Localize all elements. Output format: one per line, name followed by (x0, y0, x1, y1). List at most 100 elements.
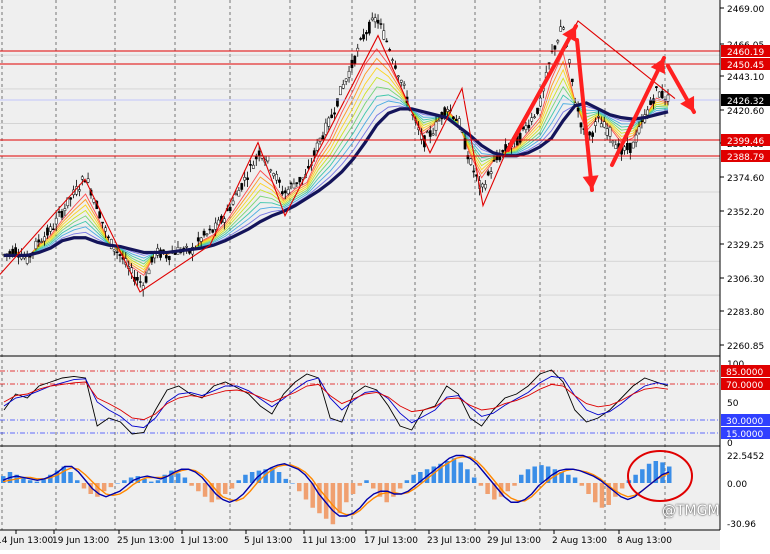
candle-body (295, 182, 299, 185)
candle-body (556, 40, 560, 43)
stoch-tick-label: 50 (727, 399, 739, 409)
candle-body (214, 222, 218, 230)
macd-histogram-bar (397, 483, 403, 489)
candle-body (539, 97, 542, 107)
y-tick-label: 2420.60 (727, 107, 764, 117)
y-tick-label: 2469.00 (727, 5, 764, 15)
macd-histogram-bar (169, 470, 174, 483)
macd-histogram-bar (606, 483, 611, 506)
stoch-level-tag (721, 378, 770, 390)
candle-body (530, 117, 534, 122)
candle-body (165, 255, 168, 259)
candle-body (466, 155, 470, 160)
macd-histogram-bar (149, 481, 154, 483)
macd-histogram-bar (142, 478, 147, 483)
candle-body (286, 189, 290, 195)
candle-body (623, 146, 626, 151)
candle-body (54, 217, 58, 225)
candle-body (359, 38, 362, 40)
candle-body (205, 233, 209, 236)
candle-body (434, 121, 438, 131)
candle-body (536, 107, 539, 114)
macd-histogram-bar (270, 467, 275, 483)
price-level-tag (721, 150, 770, 162)
macd-histogram-bar (445, 460, 450, 483)
x-tick-label: 23 Jul 13:00 (427, 536, 481, 546)
macd-histogram-bar (196, 483, 201, 492)
macd-histogram-bar (263, 469, 268, 483)
candle-body (655, 86, 658, 89)
macd-histogram-bar (539, 465, 544, 483)
candle-body (118, 254, 122, 256)
macd-histogram-bar (613, 483, 618, 497)
candle-body (483, 184, 487, 189)
macd-histogram-bar (485, 483, 490, 495)
macd-histogram-bar (276, 471, 282, 483)
stoch-level-tag (721, 427, 770, 439)
candle-body (46, 227, 49, 236)
candle-body (63, 208, 67, 212)
candle-body (504, 144, 507, 151)
candle-body (211, 229, 215, 233)
candle-body (591, 132, 594, 137)
candle-body (324, 122, 328, 135)
candle-body (51, 228, 55, 231)
macd-histogram-bar (512, 483, 517, 486)
stoch-line (3, 375, 669, 429)
macd-tick-label: -30.96 (727, 520, 756, 530)
stoch-level-tag (721, 414, 770, 426)
candle-body (472, 170, 476, 173)
macd-histogram-bar (357, 483, 363, 486)
candle-body (605, 128, 609, 136)
macd-histogram-bar (223, 483, 228, 495)
candle-body (652, 98, 655, 104)
candle-body (196, 237, 200, 242)
ma-thick-line (4, 101, 669, 257)
candle-body (527, 124, 531, 129)
candle-body (301, 177, 305, 180)
macd-histogram-bar (492, 483, 497, 500)
macd-histogram-bar (189, 483, 194, 486)
macd-histogram-bar (667, 466, 672, 483)
candle-body (144, 276, 148, 283)
candle-body (115, 251, 119, 254)
macd-histogram-bar (364, 480, 369, 483)
candle-body (130, 267, 133, 274)
macd-histogram-bar (229, 483, 235, 489)
macd-histogram-bar (95, 483, 100, 497)
macd-histogram-bar (202, 483, 208, 497)
candle-body (570, 78, 574, 82)
candle-body (237, 190, 241, 197)
macd-histogram-bar (391, 483, 396, 497)
candle-body (646, 109, 650, 116)
stoch-level-tag (721, 365, 770, 377)
x-tick-label: 1 Jul 13:00 (180, 536, 229, 546)
candle-body (666, 94, 670, 102)
macd-histogram-bar (122, 480, 127, 483)
macd-histogram-bar (344, 483, 349, 503)
macd-histogram-bar (290, 483, 295, 484)
y-tick-label: 2260.85 (727, 342, 764, 352)
candle-body (399, 79, 403, 83)
candle-body (370, 17, 374, 21)
candle-body (101, 221, 104, 224)
candle-body (199, 237, 203, 242)
y-tick-label: 2283.80 (727, 308, 764, 318)
y-tick-label: 2306.30 (727, 275, 764, 285)
candle-body (283, 190, 287, 194)
candle-body (379, 23, 383, 25)
candle-body (136, 276, 139, 281)
candle-body (150, 256, 154, 263)
macd-histogram-bar (48, 474, 53, 483)
candle-body (501, 149, 505, 153)
macd-histogram-bar (101, 483, 107, 492)
price-level-tag-label: 2460.19 (727, 48, 764, 58)
candle-body (14, 247, 17, 254)
candle-body (138, 281, 142, 283)
macd-histogram-bar (310, 483, 315, 508)
candle-body (425, 131, 429, 134)
candle-body (597, 116, 600, 118)
macd-histogram-bar (458, 462, 463, 483)
candle-body (594, 121, 597, 126)
candle-body (657, 91, 661, 98)
